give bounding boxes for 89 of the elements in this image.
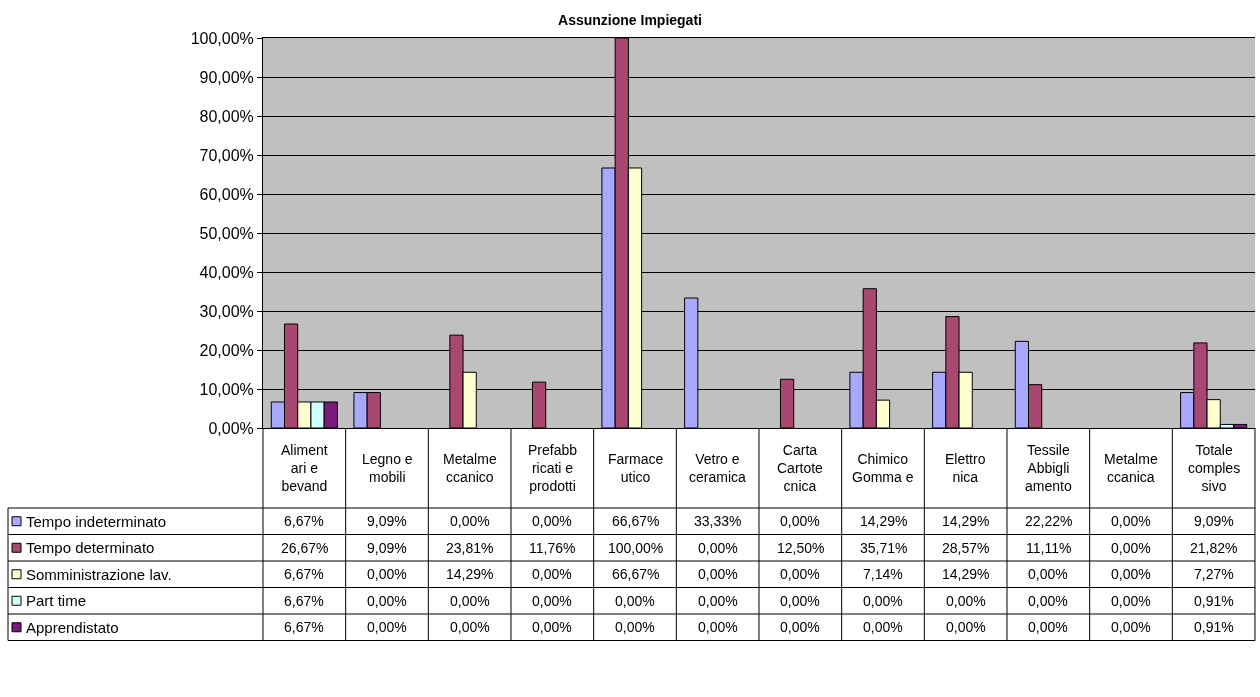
data-label: 0,00% (698, 593, 738, 609)
data-label: 0,00% (698, 619, 738, 635)
y-tick-label: 30,00% (199, 302, 254, 320)
data-label: 0,00% (450, 513, 490, 529)
legend-label: Apprendistato (26, 619, 119, 636)
data-label: 7,27% (1194, 566, 1234, 582)
x-tick-label: Legno e mobili (362, 451, 413, 486)
data-label: 6,67% (284, 566, 324, 582)
x-tick-label: Carta Cartotecnica (777, 442, 824, 495)
legend-label: Tempo indeterminato (26, 513, 167, 530)
data-label: 0,00% (780, 619, 820, 635)
data-label: 0,00% (1028, 619, 1068, 635)
data-label: 0,00% (780, 513, 820, 529)
x-tick-label: Metalmeccanica (1104, 451, 1158, 486)
chart-title: Assunzione Impiegati (558, 11, 702, 28)
data-label: 0,00% (450, 619, 490, 635)
data-label: 0,00% (863, 619, 903, 635)
x-tick-label: Tessile Abbigliamento (1025, 442, 1072, 495)
data-label: 0,00% (1111, 540, 1151, 556)
y-tick-label: 50,00% (199, 224, 254, 242)
legend-label: Somministrazione lav. (26, 566, 172, 583)
data-label: 0,00% (532, 566, 572, 582)
data-label: 33,33% (694, 513, 742, 529)
data-label: 11,76% (529, 540, 576, 556)
data-label: 0,00% (1111, 566, 1151, 582)
data-label: 0,00% (698, 566, 738, 582)
y-tick-label: 10,00% (199, 380, 254, 398)
legend-label: Tempo determinato (26, 539, 155, 556)
data-label: 21,82% (1190, 540, 1238, 556)
data-label: 14,29% (860, 513, 908, 529)
x-tick-label: Farmaceutico (608, 451, 664, 486)
data-label: 35,71% (860, 540, 908, 556)
y-tick-label: 60,00% (199, 185, 254, 203)
data-label: 0,00% (532, 593, 572, 609)
data-label: 0,00% (946, 619, 986, 635)
data-label: 28,57% (942, 540, 990, 556)
x-tick-label: Alimentari e bevand (281, 442, 328, 495)
data-label: 0,00% (1111, 619, 1151, 635)
data-label: 9,09% (367, 513, 407, 529)
data-label: 23,81% (446, 540, 494, 556)
data-label: 0,00% (1111, 513, 1151, 529)
data-label: 100,00% (608, 540, 664, 556)
y-tick-label: 20,00% (199, 341, 254, 359)
y-tick-label: 80,00% (199, 107, 254, 125)
data-label: 0,00% (698, 540, 738, 556)
data-label: 14,29% (942, 513, 990, 529)
data-label: 0,00% (450, 593, 490, 609)
x-tick-label: Elettronica (945, 451, 986, 486)
data-label: 0,00% (367, 593, 407, 609)
data-label: 11,11% (1026, 540, 1072, 556)
data-label: 6,67% (284, 593, 324, 609)
x-tick-label: Prefabbricati e prodotti (528, 442, 578, 495)
data-label: 66,67% (612, 513, 660, 529)
data-label: 0,00% (532, 619, 572, 635)
data-label: 12,50% (777, 540, 825, 556)
data-label: 0,00% (1111, 593, 1151, 609)
data-label: 6,67% (284, 619, 324, 635)
data-label: 0,91% (1194, 619, 1234, 635)
data-label: 0,91% (1194, 593, 1234, 609)
x-tick-label: Chimico Gomma e (852, 451, 914, 486)
y-tick-label: 100,00% (190, 29, 254, 47)
y-tick-label: 40,00% (199, 263, 254, 281)
data-label: 0,00% (1028, 566, 1068, 582)
data-label: 14,29% (446, 566, 494, 582)
data-label: 0,00% (863, 593, 903, 609)
data-label: 9,09% (367, 540, 407, 556)
data-label: 0,00% (1028, 593, 1068, 609)
data-label: 0,00% (367, 619, 407, 635)
data-label: 14,29% (942, 566, 990, 582)
data-label: 0,00% (615, 593, 655, 609)
data-label: 9,09% (1194, 513, 1234, 529)
y-tick-label: 0,00% (208, 419, 254, 437)
data-label: 0,00% (615, 619, 655, 635)
data-label: 6,67% (284, 513, 324, 529)
legend-label: Part time (26, 592, 87, 609)
data-label: 22,22% (1025, 513, 1073, 529)
data-label: 7,14% (863, 566, 903, 582)
y-tick-label: 70,00% (199, 146, 254, 164)
data-label: 26,67% (281, 540, 329, 556)
data-label: 0,00% (780, 593, 820, 609)
data-label: 0,00% (367, 566, 407, 582)
data-label: 0,00% (946, 593, 986, 609)
x-tick-label: Totale complessivo (1188, 442, 1241, 495)
x-tick-label: Vetro e ceramica (689, 451, 747, 486)
data-label: 66,67% (612, 566, 660, 582)
y-tick-label: 90,00% (199, 68, 254, 86)
data-label: 0,00% (532, 513, 572, 529)
x-tick-label: Metalmeccanico (443, 451, 497, 486)
data-label: 0,00% (780, 566, 820, 582)
